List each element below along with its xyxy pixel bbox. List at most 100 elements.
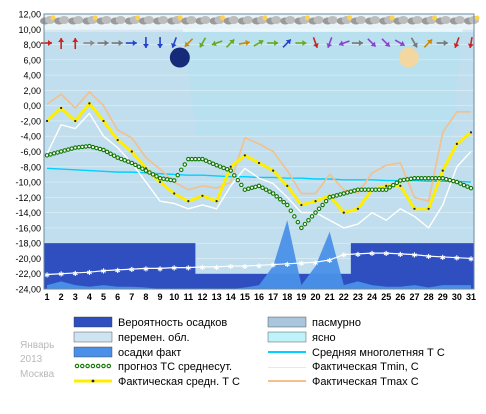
- forecast-point: [458, 181, 463, 186]
- tavg-point: [469, 131, 473, 134]
- forecast-point: [65, 147, 71, 152]
- forecast-point: [270, 191, 276, 196]
- forecast-point: [345, 190, 350, 195]
- forecast-point: [129, 160, 135, 166]
- cloud-icon: [110, 16, 126, 25]
- y-axis: 12,00 10,00 8,00 6,00 4,00 2,00 0,00 -2,00 -4,00…: [15, 10, 41, 295]
- snow-depth-marker: ✱: [242, 263, 248, 271]
- forecast-point: [235, 177, 241, 183]
- forecast-point: [320, 202, 325, 208]
- forecast-point: [362, 187, 368, 192]
- forecast-point: [55, 150, 60, 155]
- legend-item: Средняя многолетняя Т С: [268, 347, 445, 359]
- forecast-point: [224, 167, 230, 172]
- snow-depth-marker: ✱: [228, 263, 234, 271]
- snow-depth-marker: ✱: [440, 254, 446, 262]
- legend-label: Средняя многолетняя Т С: [312, 347, 445, 359]
- snow-depth-marker: ✱: [468, 255, 474, 263]
- snow-depth-marker: ✱: [256, 262, 262, 270]
- wind-arrow-icon: [111, 40, 123, 47]
- wind-arrow-icon: [436, 40, 448, 47]
- x-tick-label: 1: [44, 292, 49, 302]
- x-tick-label: 13: [212, 292, 222, 302]
- cloud-icon: [266, 16, 282, 25]
- x-tick-label: 15: [240, 292, 250, 302]
- tavg-point: [300, 203, 303, 207]
- tavg-point: [455, 142, 458, 145]
- legend-item: ясно: [267, 331, 336, 344]
- forecast-point: [341, 191, 347, 196]
- legend-item: осадки факт: [73, 346, 181, 359]
- x-axis: 1 2 3 4 5 6 7 8 9 10 11 12 13 14 15 16 17 18 19 20 21 22 23 24 2…: [44, 292, 476, 302]
- forecast-point: [133, 162, 138, 168]
- cloud-icon: [181, 16, 197, 25]
- y-tick-label: 0,00: [23, 101, 41, 111]
- snow-depth-marker: ✱: [313, 259, 319, 267]
- forecast-point: [175, 172, 180, 178]
- cloud-icon: [237, 16, 253, 25]
- snow-depth-line: [46, 252, 472, 276]
- legend-label: перемен. обл.: [118, 332, 190, 344]
- legend-label: ясно: [312, 332, 336, 344]
- wind-arrow-icon: [211, 40, 223, 47]
- legend-item: Фактическая средн. Т С: [74, 376, 240, 388]
- forecast-point: [369, 187, 375, 192]
- tavg-point: [88, 102, 91, 105]
- cloud-icon: [54, 16, 70, 25]
- forecast-point: [267, 189, 272, 194]
- forecast-point: [302, 221, 308, 227]
- forecast-point: [461, 182, 467, 188]
- x-tick-label: 28: [424, 292, 434, 302]
- forecast-point: [309, 214, 315, 219]
- wind-arrow-icon: [394, 39, 406, 47]
- snow-depth-marker: ✱: [355, 251, 361, 259]
- legend-item: пасмурно: [267, 316, 361, 329]
- wind-arrow-icon: [312, 37, 319, 48]
- wind-arrow-icon: [267, 40, 279, 47]
- forecast-point: [249, 185, 255, 191]
- snow-depth-marker: ✱: [185, 265, 191, 273]
- snow-depth-marker: ✱: [200, 264, 206, 272]
- forecast-point: [207, 159, 212, 165]
- wind-arrow-icon: [467, 36, 474, 49]
- forecast-point: [405, 177, 410, 182]
- forecast-point: [94, 145, 99, 151]
- forecast-point: [217, 164, 223, 169]
- tavg-point: [102, 119, 105, 123]
- forecast-point: [338, 192, 343, 197]
- x-tick-label: 11: [184, 292, 194, 302]
- forecast-point: [415, 175, 421, 181]
- forecast-point: [203, 158, 209, 163]
- x-tick-label: 26: [395, 292, 405, 302]
- snow-depth-marker: ✱: [115, 267, 121, 275]
- forecast-point: [366, 187, 371, 192]
- forecast-point: [58, 149, 64, 154]
- forecast-point: [292, 214, 297, 219]
- x-tick-label: 12: [197, 292, 207, 302]
- forecast-point: [451, 178, 456, 184]
- forecast-point: [196, 156, 202, 162]
- tavg-point: [441, 169, 444, 172]
- y-tick-label: 2,00: [23, 86, 41, 96]
- forecast-point: [299, 225, 304, 231]
- x-tick-label: 27: [409, 292, 419, 302]
- wind-arrow-icon: [423, 38, 433, 48]
- forecast-point: [260, 185, 265, 191]
- legend-swatch: [95, 363, 101, 369]
- forecast-point: [447, 177, 453, 183]
- snow-depth-marker: ✱: [327, 257, 333, 265]
- forecast-point: [454, 179, 460, 185]
- snow-depth-marker: ✱: [157, 265, 163, 273]
- y-tick-label: -16,00: [15, 223, 41, 233]
- forecast-point: [143, 168, 149, 173]
- y-tick-label: -24,00: [15, 285, 41, 295]
- forecast-point: [246, 186, 251, 191]
- legend-label: Вероятность осадков: [118, 317, 227, 329]
- tavg-point: [243, 154, 246, 157]
- x-tick-label: 23: [353, 292, 363, 302]
- forecast-point: [352, 188, 357, 193]
- forecast-point: [348, 189, 354, 194]
- forecast-point: [168, 177, 173, 183]
- cloud-icon: [294, 15, 310, 25]
